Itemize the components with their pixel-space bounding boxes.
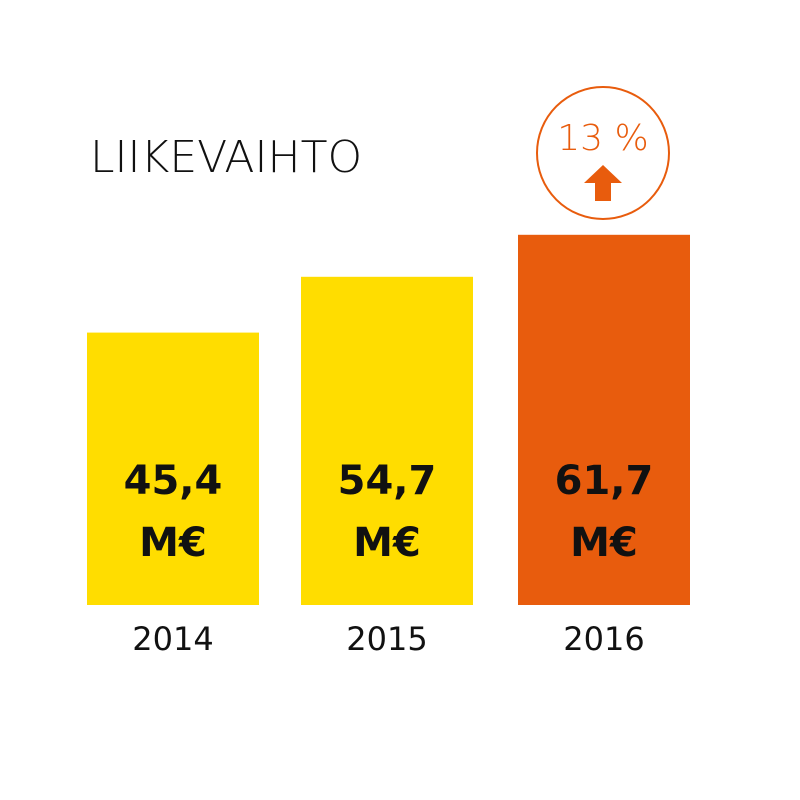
bar xyxy=(87,332,259,605)
chart-title: LIIKEVAIHTO xyxy=(90,132,362,183)
bar xyxy=(518,234,690,606)
x-tick-label: 2014 xyxy=(132,620,213,658)
value-unit: M€ xyxy=(570,520,638,566)
value-label: 54,7 xyxy=(338,458,437,504)
x-tick-label: 2016 xyxy=(563,620,644,658)
bar xyxy=(301,276,473,605)
up-arrow xyxy=(584,165,622,201)
value-unit: M€ xyxy=(139,520,207,566)
x-tick-label: 2015 xyxy=(346,620,427,658)
value-label: 45,4 xyxy=(124,458,223,504)
value-unit: M€ xyxy=(353,520,421,566)
annotation-label: 13 % xyxy=(557,118,648,159)
value-label: 61,7 xyxy=(555,458,654,504)
annotation-circle xyxy=(536,86,670,220)
